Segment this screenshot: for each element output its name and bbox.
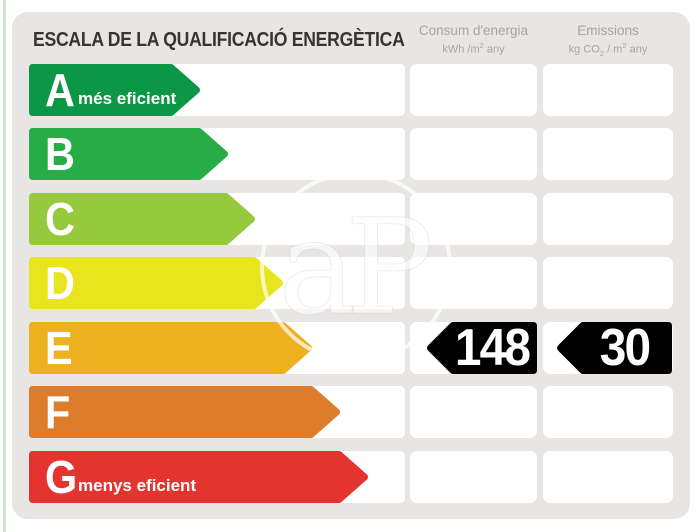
unit-superscript: 2 (479, 41, 484, 50)
grade-row-d: D (29, 257, 688, 309)
consumption-cell (410, 64, 537, 116)
grade-row-a: A més eficient (29, 64, 688, 116)
consumption-cell (410, 386, 537, 438)
unit-text: kWh /m (442, 43, 480, 56)
emissions-cell (543, 193, 673, 245)
consumption-cell (410, 451, 537, 503)
consumption-cell (410, 128, 537, 180)
unit-text: any (626, 43, 648, 56)
grade-letter: F (45, 386, 71, 438)
unit-text: / m (604, 43, 623, 56)
grade-row-e: E 148 30 (29, 322, 688, 374)
grade-letter: E (45, 322, 73, 374)
energy-scale-panel: ESCALA DE LA QUALIFICACIÓ ENERGÈTICA Con… (12, 12, 690, 519)
emissions-column-title: Emissions (577, 23, 639, 38)
grade-letter: G (45, 451, 78, 503)
consumption-cell (410, 193, 537, 245)
page-title: ESCALA DE LA QUALIFICACIÓ ENERGÈTICA (33, 29, 405, 51)
grade-row-b: B (29, 128, 688, 180)
grade-arrow (29, 451, 368, 503)
emissions-column-header: Emissions kg CO2 / m2 any (543, 22, 673, 61)
left-accent-line (3, 0, 6, 532)
grade-arrow (29, 64, 200, 116)
unit-text: kg CO (568, 43, 600, 56)
emissions-cell (543, 128, 673, 180)
consumption-column-header: Consum d'energia kWh /m2 any (410, 22, 537, 57)
emissions-marker: 30 (557, 322, 672, 374)
emissions-column-units: kg CO2 / m2 any (543, 39, 673, 61)
grade-letter: B (45, 128, 75, 180)
emissions-cell (543, 64, 673, 116)
grade-letter: D (45, 257, 75, 309)
unit-text: any (483, 43, 505, 56)
grade-letter: A (45, 64, 75, 116)
emissions-cell (543, 386, 673, 438)
grade-row-f: F (29, 386, 688, 438)
grade-row-g: G menys eficient (29, 451, 688, 503)
grade-row-c: C (29, 193, 688, 245)
grade-letter: C (45, 193, 75, 245)
consumption-column-units: kWh /m2 any (410, 39, 537, 57)
grade-note: més eficient (78, 89, 177, 108)
unit-superscript: 2 (622, 41, 627, 50)
grade-note: menys eficient (78, 476, 197, 495)
emissions-cell (543, 451, 673, 503)
unit-subscript: 2 (599, 48, 605, 58)
grade-arrow (29, 193, 255, 245)
emissions-cell (543, 257, 673, 309)
grade-arrow (29, 128, 228, 180)
consumption-value: 148 (454, 319, 531, 377)
consumption-cell (410, 257, 537, 309)
emissions-value: 30 (599, 319, 651, 377)
consumption-marker: 148 (427, 322, 537, 374)
grade-arrow (29, 386, 340, 438)
consumption-column-title: Consum d'energia (418, 23, 529, 38)
marker-arrow-icon (557, 322, 672, 374)
